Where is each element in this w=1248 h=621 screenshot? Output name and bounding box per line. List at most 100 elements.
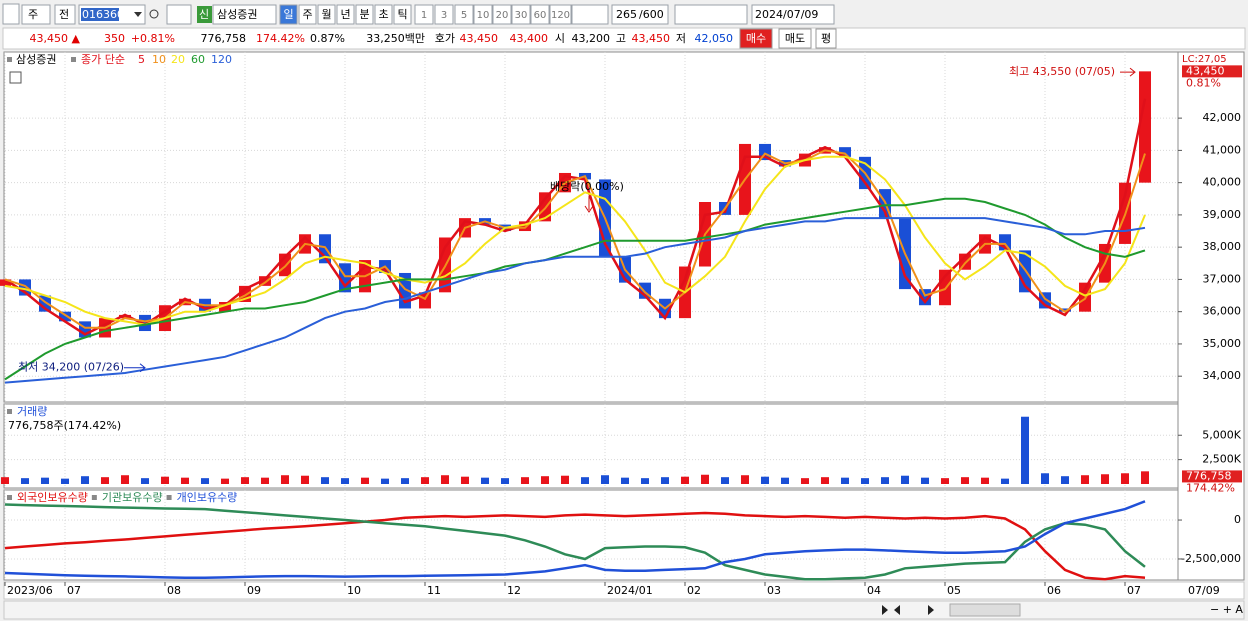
order-label: 매수	[746, 32, 766, 45]
scroll-arrows[interactable]	[882, 605, 934, 615]
legend-entry: 60	[191, 53, 205, 66]
volume-bar	[901, 475, 909, 484]
search-icon[interactable]	[149, 9, 159, 19]
volume-bar	[281, 475, 289, 484]
y-tick-label: 0	[1234, 513, 1241, 526]
volume-bar	[1, 477, 9, 484]
name-field[interactable]	[212, 4, 277, 25]
date-field[interactable]	[751, 4, 835, 25]
volume-bar	[241, 477, 249, 484]
period-label: 틱	[397, 8, 407, 21]
interval-dropdown[interactable]	[571, 4, 609, 25]
period-button[interactable]	[298, 4, 317, 25]
scroll-bar[interactable]	[3, 600, 1245, 620]
tool-icons[interactable]	[674, 4, 748, 25]
interval-button[interactable]	[414, 4, 434, 25]
volume-bar	[381, 478, 389, 484]
candle-body	[259, 276, 271, 286]
x-tick-label: 07	[1127, 584, 1141, 597]
volume-bar	[761, 476, 769, 484]
market-select[interactable]	[21, 4, 51, 25]
table-icon[interactable]	[9, 71, 22, 84]
info-item: 43,200	[572, 32, 611, 45]
count-field[interactable]	[611, 4, 669, 25]
order-button[interactable]	[739, 28, 773, 49]
info-item: 호가	[435, 32, 455, 45]
volume-bar	[401, 478, 409, 484]
volume-bar	[841, 477, 849, 484]
x-tick-label: 2023/06	[7, 584, 53, 597]
sound-button[interactable]	[166, 4, 192, 25]
volume-bar	[1141, 471, 1149, 484]
market: 주	[28, 8, 38, 21]
order-button[interactable]	[778, 28, 812, 49]
volume-bar	[1061, 476, 1069, 484]
order-button[interactable]	[815, 28, 837, 49]
interval-label: 1	[421, 10, 427, 21]
interval-button[interactable]	[492, 4, 512, 25]
volume-bar	[1001, 478, 1009, 484]
volume-bar	[501, 478, 509, 484]
interval-button[interactable]	[511, 4, 531, 25]
interval-label: 3	[441, 10, 447, 21]
y-tick-label: 34,000	[1203, 369, 1242, 382]
volume-panel	[3, 403, 1179, 489]
holding-line	[4, 503, 1146, 581]
volume-bar	[101, 477, 109, 484]
volume-bar	[301, 475, 309, 484]
volume-bar	[521, 477, 529, 484]
volume-bar	[261, 477, 269, 484]
info-item: 고	[616, 32, 626, 45]
period-button[interactable]	[393, 4, 412, 25]
period-button[interactable]	[279, 4, 298, 25]
x-tick-label: 08	[167, 584, 181, 597]
interval-label: 30	[515, 10, 528, 21]
legend-entry: 기관보유수량	[102, 491, 163, 504]
period-button[interactable]	[355, 4, 374, 25]
info-item: 33,250백만	[366, 32, 425, 45]
legend-entry: 10	[152, 53, 166, 66]
volume-bar	[741, 475, 749, 484]
candle-body	[519, 221, 531, 232]
interval-button[interactable]	[530, 4, 550, 25]
volume-bar	[581, 477, 589, 484]
info-bar	[2, 27, 1246, 50]
period-button[interactable]	[336, 4, 355, 25]
volume-bar	[881, 477, 889, 484]
legend-swatch	[91, 495, 97, 500]
dropdown-icon[interactable]	[134, 12, 142, 17]
period-button[interactable]	[317, 4, 336, 25]
volume-bar	[201, 478, 209, 484]
menu-icon[interactable]	[2, 3, 20, 25]
volume-bar	[461, 476, 469, 484]
last-value-label: 776,758	[1186, 469, 1232, 482]
volume-bar	[541, 476, 549, 484]
info-item: 0.87%	[310, 32, 345, 45]
order-label: 매도	[785, 32, 805, 45]
candle-body	[839, 147, 851, 157]
prev-button[interactable]	[54, 4, 76, 25]
info-item: 42,050	[695, 32, 734, 45]
code-highlight	[81, 8, 119, 21]
scroll-thumb[interactable]	[949, 603, 1021, 617]
y-tick-label: 5,000K	[1202, 428, 1241, 441]
period-button[interactable]	[374, 4, 393, 25]
volume-bar	[161, 476, 169, 484]
volume-bar	[121, 475, 129, 484]
moving-average	[4, 149, 1146, 329]
interval-button[interactable]	[549, 4, 572, 25]
zoom-controls[interactable]: − + A	[1210, 603, 1243, 616]
info-item: 저	[676, 32, 686, 45]
volume-bar	[821, 477, 829, 484]
volume-bar	[141, 478, 149, 484]
interval-button[interactable]	[434, 4, 454, 25]
volume-bar	[441, 475, 449, 484]
x-tick-label: 07	[67, 584, 81, 597]
interval-button[interactable]	[454, 4, 474, 25]
interval-button[interactable]	[473, 4, 493, 25]
info-item: 시	[555, 32, 565, 45]
period-label: 일	[283, 7, 293, 21]
candle-body	[119, 314, 131, 319]
info-item: 174.42%	[256, 32, 305, 45]
